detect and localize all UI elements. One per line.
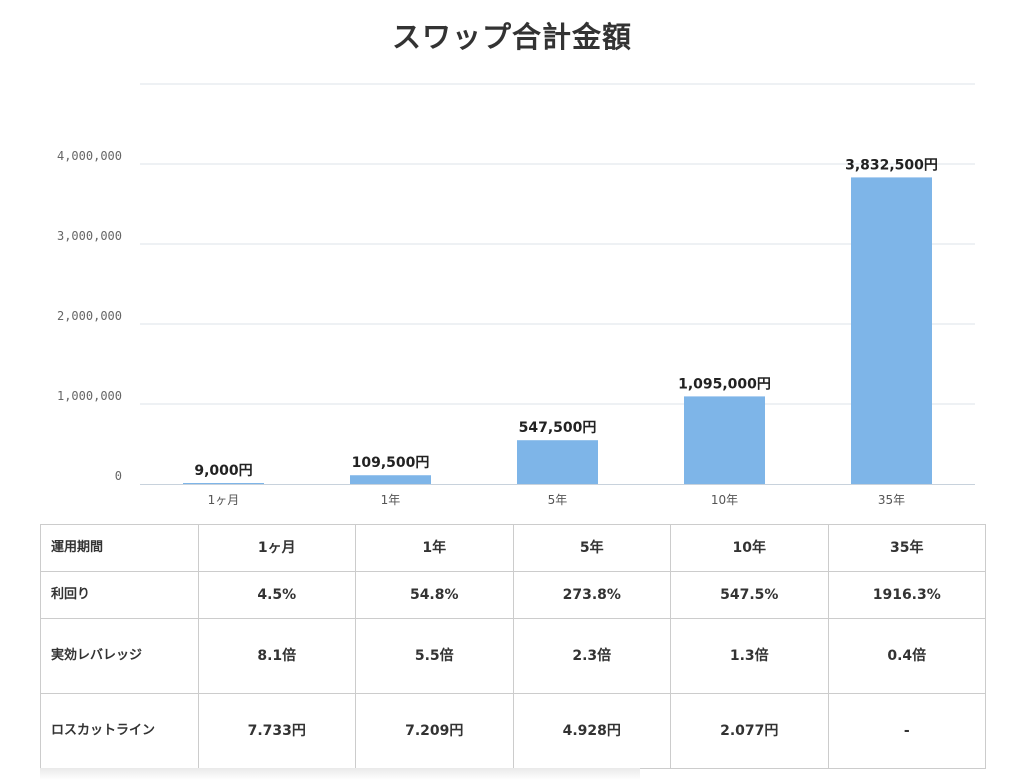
summary-table: 運用期間 1ヶ月 1年 5年 10年 35年 利回り 4.5% 54.8% 27…	[40, 524, 986, 769]
row-header: ロスカットライン	[40, 693, 199, 769]
row-header: 運用期間	[40, 524, 199, 572]
table-row-leverage: 実効レバレッジ 8.1倍 5.5倍 2.3倍 1.3倍 0.4倍	[40, 618, 986, 694]
y-tick-label: 2,000,000	[57, 309, 122, 323]
data-label: 1,095,000円	[678, 376, 771, 392]
chart-title: スワップ合計金額	[391, 20, 632, 54]
row-header: 実効レバレッジ	[40, 618, 199, 694]
table-cell: 7.733円	[197, 693, 356, 769]
table-cell: 547.5%	[670, 571, 829, 619]
page-shadow	[40, 768, 640, 780]
x-tick-label: 10年	[711, 493, 738, 507]
table-cell: 10年	[670, 524, 829, 572]
table-cell: 1ヶ月	[197, 524, 356, 572]
y-tick-label: 1,000,000	[57, 389, 122, 403]
table-cell: 0.4倍	[827, 618, 986, 694]
table-row-yield: 利回り 4.5% 54.8% 273.8% 547.5% 1916.3%	[40, 571, 986, 619]
table-cell: 273.8%	[512, 571, 671, 619]
table-cell: -	[827, 693, 986, 769]
x-tick-label: 5年	[548, 493, 568, 507]
data-label: 3,832,500円	[845, 157, 938, 173]
bar-chart: 0 1,000,000 2,000,000 3,000,000 4,000,000 9,0…	[57, 83, 975, 507]
table-row-losscut: ロスカットライン 7.733円 7.209円 4.928円 2.077円 -	[40, 693, 986, 769]
table-cell: 5年	[512, 524, 671, 572]
y-tick-label: 0	[115, 469, 122, 483]
data-label: 547,500円	[519, 420, 597, 436]
bar	[517, 440, 598, 484]
bar	[684, 396, 765, 484]
x-tick-label: 1年	[381, 493, 401, 507]
table-cell: 5.5倍	[355, 618, 514, 694]
data-label: 9,000円	[194, 463, 252, 479]
table-cell: 1916.3%	[827, 571, 986, 619]
table-cell: 1.3倍	[670, 618, 829, 694]
table-cell: 7.209円	[355, 693, 514, 769]
table-cell: 54.8%	[355, 571, 514, 619]
y-tick-label: 4,000,000	[57, 149, 122, 163]
data-label: 109,500円	[352, 455, 430, 471]
x-tick-label: 35年	[878, 493, 905, 507]
y-tick-label: 3,000,000	[57, 229, 122, 243]
table-cell: 1年	[355, 524, 514, 572]
table-row-period: 運用期間 1ヶ月 1年 5年 10年 35年	[40, 524, 986, 572]
x-tick-label: 1ヶ月	[208, 493, 240, 507]
bar	[350, 475, 431, 484]
bar	[183, 483, 264, 484]
bar	[851, 177, 932, 484]
table-cell: 4.928円	[512, 693, 671, 769]
table-cell: 4.5%	[197, 571, 356, 619]
table-cell: 8.1倍	[197, 618, 356, 694]
table-cell: 2.3倍	[512, 618, 671, 694]
table-cell: 2.077円	[670, 693, 829, 769]
row-header: 利回り	[40, 571, 199, 619]
table-cell: 35年	[827, 524, 986, 572]
